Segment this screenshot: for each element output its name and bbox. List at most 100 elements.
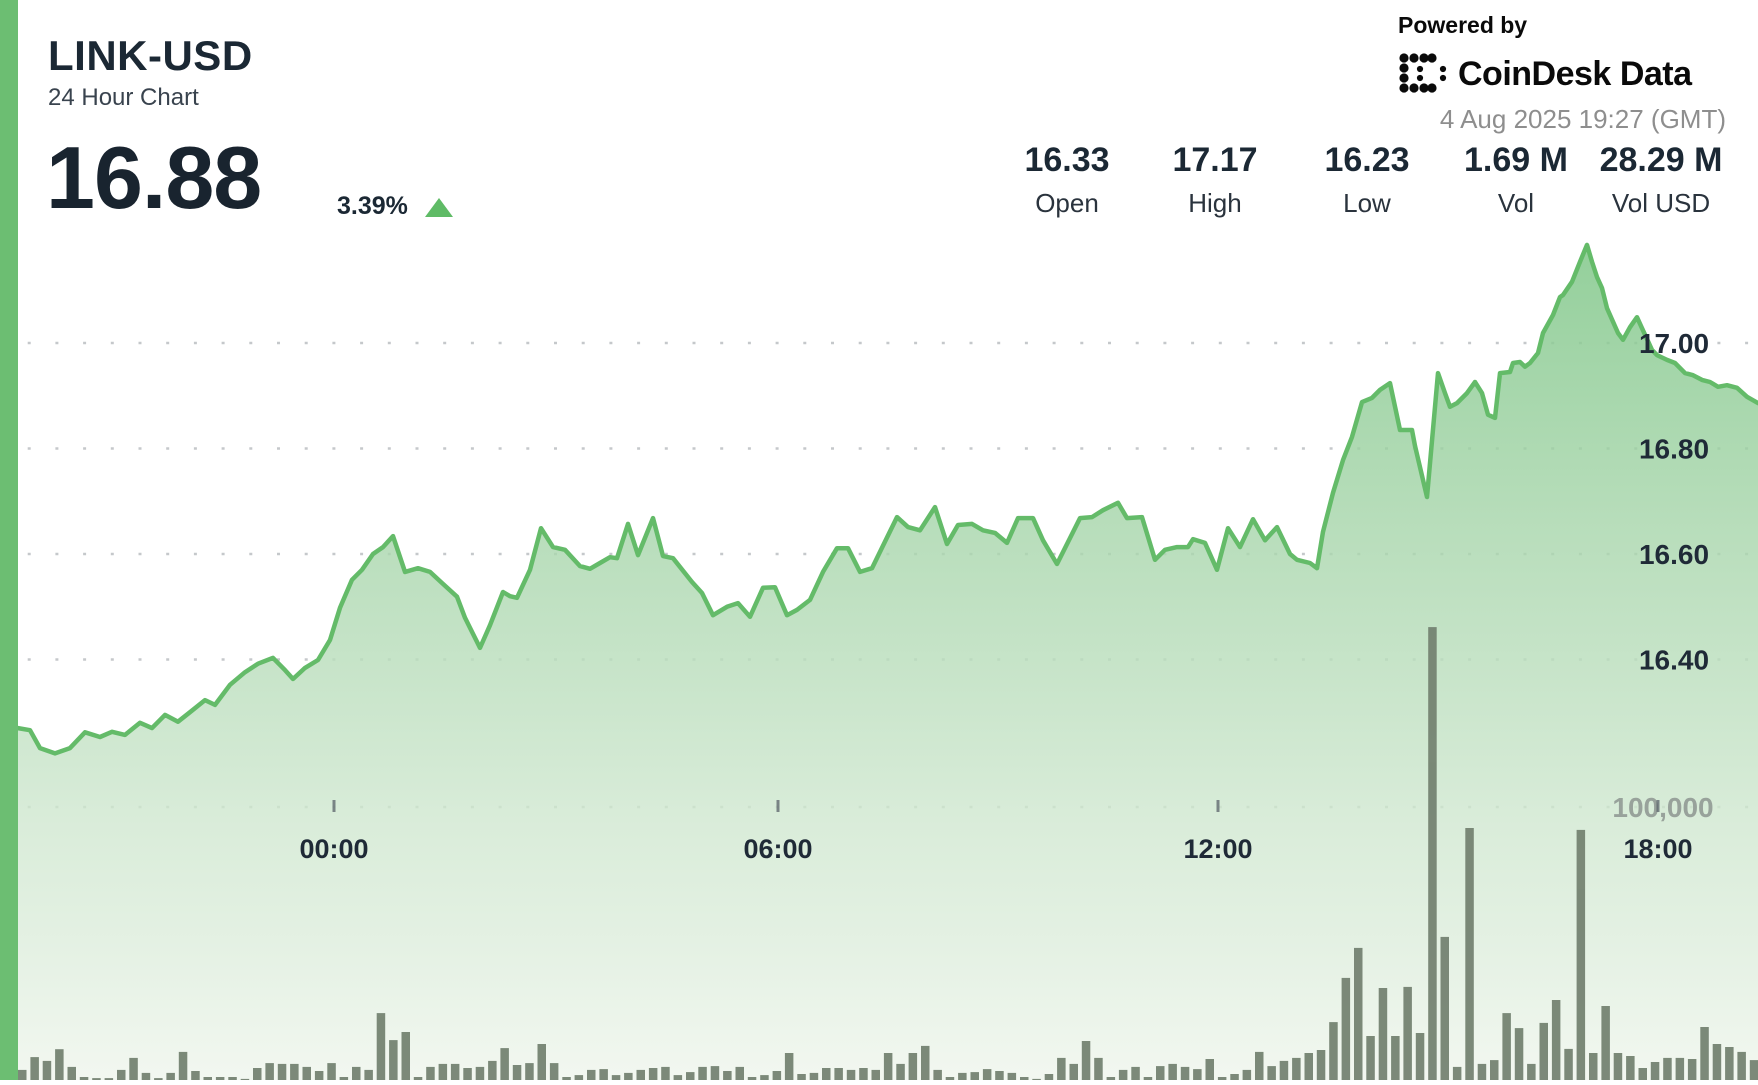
volume-bar bbox=[1143, 1077, 1153, 1080]
stat-vol-usd-value: 28.29 M bbox=[1599, 141, 1723, 179]
volume-bar bbox=[1428, 627, 1437, 1080]
stat-open-value: 16.33 bbox=[1024, 141, 1110, 179]
volume-bar bbox=[661, 1066, 670, 1080]
volume-bar bbox=[30, 1057, 39, 1080]
volume-tick-label: 100,000 bbox=[1612, 792, 1713, 823]
volume-bar bbox=[1366, 1036, 1375, 1080]
change-percent: 3.39% bbox=[337, 192, 408, 220]
volume-bar bbox=[1081, 1041, 1091, 1080]
volume-bar bbox=[302, 1066, 311, 1080]
volume-bar bbox=[166, 1072, 175, 1080]
page-title: LINK-USD bbox=[48, 32, 253, 79]
volume-bar bbox=[871, 1069, 880, 1080]
volume-bar bbox=[240, 1078, 250, 1080]
x-axis-label: 00:00 bbox=[299, 834, 368, 864]
volume-bar bbox=[1712, 1044, 1722, 1080]
price-tick-label: 16.60 bbox=[1639, 539, 1709, 570]
volume-bar bbox=[525, 1063, 534, 1080]
volume-bar bbox=[1737, 1051, 1746, 1080]
volume-bar bbox=[277, 1063, 287, 1080]
x-axis-label: 18:00 bbox=[1623, 834, 1692, 864]
stat-low: 16.23 Low bbox=[1324, 141, 1410, 219]
volume-bar bbox=[500, 1048, 509, 1080]
volume-bar bbox=[636, 1069, 645, 1080]
up-triangle-icon bbox=[425, 198, 453, 217]
volume-bar bbox=[1564, 1048, 1573, 1080]
volume-bar bbox=[426, 1066, 435, 1080]
coindesk-logo-icon bbox=[1399, 53, 1447, 93]
volume-bar bbox=[1725, 1047, 1734, 1080]
volume-bar bbox=[1354, 947, 1363, 1080]
volume-bar bbox=[512, 1065, 522, 1080]
volume-bar bbox=[178, 1051, 188, 1080]
volume-bar bbox=[1490, 1060, 1499, 1080]
stat-high: 17.17 High bbox=[1172, 141, 1257, 219]
volume-bar bbox=[67, 1066, 76, 1080]
price-tick-label: 16.80 bbox=[1639, 434, 1709, 465]
volume-bar bbox=[772, 1071, 782, 1080]
volume-bar bbox=[1650, 1062, 1660, 1080]
volume-bar bbox=[1539, 1022, 1548, 1080]
stat-high-label: High bbox=[1188, 188, 1242, 219]
volume-bar bbox=[450, 1063, 460, 1080]
price-area bbox=[18, 244, 1758, 1080]
volume-bar bbox=[117, 1069, 126, 1080]
volume-bar bbox=[475, 1066, 485, 1080]
volume-bar bbox=[1749, 1060, 1758, 1080]
volume-bar bbox=[141, 1072, 151, 1080]
volume-bar bbox=[970, 1072, 979, 1080]
stat-low-label: Low bbox=[1343, 188, 1391, 219]
stat-vol: 1.69 M Vol bbox=[1464, 141, 1568, 219]
volume-bar bbox=[822, 1068, 831, 1080]
stat-vol-usd: 28.29 M Vol USD bbox=[1599, 141, 1723, 219]
volume-bar bbox=[92, 1078, 101, 1080]
volume-bar bbox=[1415, 1033, 1425, 1080]
volume-bar bbox=[104, 1078, 114, 1080]
volume-bar bbox=[413, 1077, 423, 1080]
volume-bar bbox=[364, 1069, 373, 1080]
volume-bar bbox=[1626, 1056, 1635, 1080]
volume-bar bbox=[908, 1053, 918, 1080]
volume-bar bbox=[1032, 1078, 1041, 1080]
volume-bar bbox=[1316, 1050, 1326, 1080]
volume-bar bbox=[1094, 1057, 1103, 1080]
volume-bar bbox=[723, 1071, 732, 1080]
volume-bars bbox=[18, 627, 1758, 1080]
price-line bbox=[15, 242, 1758, 756]
volume-bar bbox=[859, 1068, 868, 1080]
volume-bar bbox=[1502, 1013, 1511, 1080]
coindesk-brand: CoinDesk Data bbox=[1398, 52, 1692, 96]
volume-bar bbox=[1156, 1066, 1165, 1080]
volume-bar bbox=[215, 1077, 225, 1080]
volume-bar bbox=[203, 1077, 212, 1080]
stat-vol-label: Vol bbox=[1497, 188, 1535, 219]
volume-bar bbox=[735, 1066, 744, 1080]
volume-bar bbox=[945, 1077, 955, 1080]
volume-bar bbox=[339, 1077, 349, 1080]
volume-bar bbox=[488, 1060, 497, 1080]
volume-bar bbox=[1106, 1077, 1116, 1080]
volume-bar bbox=[1378, 988, 1388, 1080]
volume-bar bbox=[1329, 1022, 1338, 1080]
stat-low-value: 16.23 bbox=[1324, 141, 1410, 179]
volume-bar bbox=[698, 1066, 707, 1080]
volume-bar bbox=[1242, 1069, 1252, 1080]
volume-bar bbox=[537, 1044, 546, 1080]
stat-open: 16.33 Open bbox=[1024, 141, 1110, 219]
volume-bar bbox=[401, 1032, 410, 1080]
volume-bar bbox=[1069, 1063, 1078, 1080]
volume-bar bbox=[1391, 1036, 1400, 1080]
volume-bar bbox=[1687, 1059, 1697, 1080]
volume-bar bbox=[1279, 1060, 1289, 1080]
volume-bar bbox=[710, 1066, 720, 1080]
volume-bar bbox=[129, 1057, 138, 1080]
x-axis-label: 06:00 bbox=[743, 834, 812, 864]
volume-bar bbox=[265, 1063, 274, 1080]
volume-bar bbox=[846, 1069, 856, 1080]
volume-bar bbox=[1131, 1066, 1140, 1080]
volume-bar bbox=[42, 1060, 52, 1080]
volume-bar bbox=[327, 1063, 336, 1080]
stat-vol-usd-label: Vol USD bbox=[1611, 188, 1711, 219]
